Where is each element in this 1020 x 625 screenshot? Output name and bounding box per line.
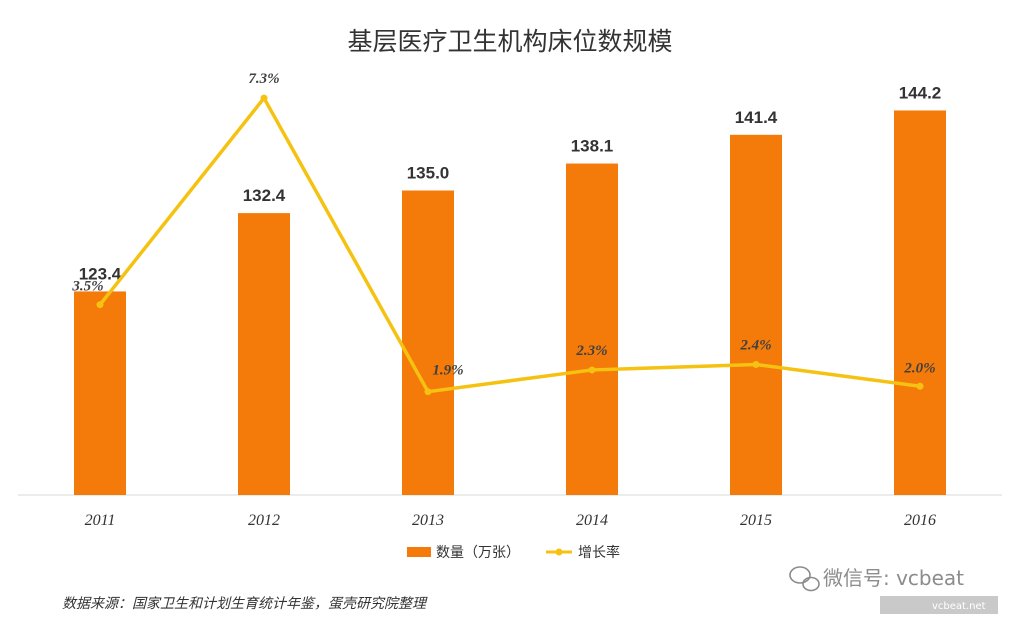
watermark-site-badge [880, 596, 998, 614]
growth-rate-label-2012: 7.3% [248, 71, 279, 87]
bar-2012 [238, 213, 290, 495]
x-tick-2016: 2016 [904, 512, 936, 529]
watermark-wechat-id: 微信号: vcbeat [823, 566, 964, 590]
wechat-icon [789, 566, 820, 592]
bar-label-2011: 123.4 [79, 264, 122, 283]
x-tick-2013: 2013 [412, 512, 444, 529]
x-axis-tick-labels: 2011 2012 2013 2014 2015 2016 [85, 512, 936, 529]
legend-label-line: 增长率 [578, 544, 620, 561]
bar-2014 [566, 163, 618, 495]
growth-rate-point-2014 [588, 366, 596, 374]
x-tick-2011: 2011 [85, 512, 116, 529]
bar-value-labels: 123.4 132.4 135.0 138.1 141.4 144.2 [79, 83, 942, 283]
growth-rate-label-2016: 2.0% [903, 360, 935, 376]
growth-rate-label-2013: 1.9% [432, 363, 463, 379]
x-tick-2015: 2015 [740, 512, 772, 529]
x-tick-2012: 2012 [248, 512, 280, 529]
x-tick-2014: 2014 [576, 512, 608, 529]
bar-2015 [730, 134, 782, 495]
bar-label-2013: 135.0 [407, 164, 450, 183]
growth-rate-line [98, 96, 921, 394]
bar-label-2015: 141.4 [735, 108, 778, 127]
growth-rate-point-2015 [752, 361, 760, 368]
growth-rate-point-2012 [260, 94, 268, 102]
chart-title: 基层医疗卫生机构床位数规模 [347, 27, 672, 56]
legend: 数量（万张） 增长率 [407, 544, 620, 561]
growth-rate-point-2011 [96, 301, 104, 309]
growth-rate-point-2013 [424, 388, 432, 396]
legend-label-bars: 数量（万张） [436, 545, 520, 561]
source-note: 数据来源：国家卫生和计划生育统计年鉴，蛋壳研究院整理 [62, 596, 428, 612]
bar-label-2012: 132.4 [243, 186, 286, 205]
growth-rate-point-2016 [916, 382, 924, 390]
watermark-site: vcbeat.net [932, 601, 986, 612]
growth-rate-label-2014: 2.3% [575, 343, 607, 359]
bar-2013 [402, 190, 454, 495]
legend-swatch-bars [407, 547, 431, 557]
growth-rate-series: 3.5% 7.3% 1.9% 2.3% 2.4% 2.0% [71, 71, 936, 396]
bar-label-2016: 144.2 [899, 83, 942, 102]
bar-2016 [894, 110, 946, 496]
bar-label-2014: 138.1 [571, 137, 614, 156]
legend-swatch-line-marker [555, 548, 563, 556]
bar-series [74, 110, 946, 496]
growth-rate-label-2011: 3.5% [71, 279, 103, 295]
growth-rate-label-2015: 2.4% [739, 338, 771, 354]
bar-2011 [74, 291, 126, 495]
watermark: 微信号: vcbeat vcbeat.net [789, 566, 998, 614]
